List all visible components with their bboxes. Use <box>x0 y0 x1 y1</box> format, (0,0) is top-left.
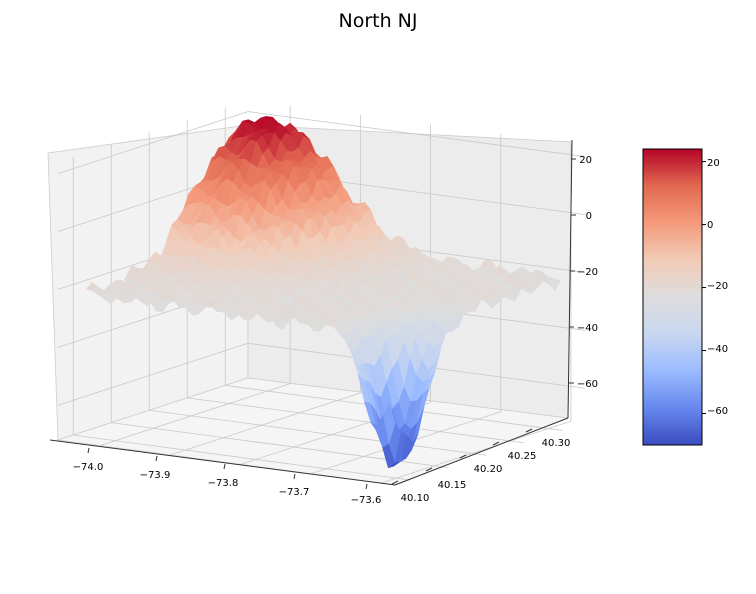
y-axis-line <box>394 417 569 486</box>
y-tick-label: 40.15 <box>438 480 467 491</box>
z-tick-label: 20 <box>579 155 592 166</box>
z-axis-line <box>567 139 573 419</box>
x-tick-label: −73.8 <box>208 478 239 489</box>
y-tick-label: 40.30 <box>542 438 571 449</box>
colorbar-tick-label: 20 <box>707 158 720 169</box>
y-tick <box>525 428 533 433</box>
x-tick-label: −73.9 <box>140 470 171 481</box>
x-tick-label: −74.0 <box>73 462 104 473</box>
colorbar-tick-label: −60 <box>707 406 728 417</box>
y-tick-label: 40.25 <box>508 451 537 462</box>
y-tick-label: 40.10 <box>401 493 430 504</box>
z-tick-label: −20 <box>577 267 598 278</box>
x-tick <box>293 473 296 480</box>
grid-line <box>187 397 525 444</box>
grid-line <box>247 111 586 157</box>
x-tick-label: −73.6 <box>351 495 382 506</box>
grid-line <box>57 111 249 174</box>
colorbar-fill <box>642 148 703 446</box>
y-tick-label: 40.20 <box>474 464 503 475</box>
grid-line <box>170 392 361 456</box>
y-tick <box>391 480 399 485</box>
x-axis-ticks: −74.0 −73.9 −73.8 −73.7 −73.6 <box>73 447 382 506</box>
colorbar: 20 0 −20 −40 −60 <box>642 148 728 446</box>
grid-line <box>57 342 249 406</box>
grid-line <box>100 383 291 447</box>
z-tick-label: −60 <box>577 379 598 390</box>
colorbar-ticks <box>702 161 706 415</box>
x-axis-line <box>49 439 396 486</box>
z-tick-label: 0 <box>586 211 592 222</box>
surface-patch <box>382 402 396 445</box>
grid-line <box>73 434 411 481</box>
colorbar-tick-label: −40 <box>707 344 728 355</box>
y-tick <box>459 454 467 459</box>
y-tick <box>492 441 500 446</box>
grid-line <box>149 409 487 456</box>
chart-title: North NJ <box>339 10 418 32</box>
z-tick-label: −40 <box>577 323 598 334</box>
y-tick <box>425 467 433 472</box>
grid-line <box>380 420 572 484</box>
x-tick <box>223 463 226 470</box>
x-tick <box>87 447 90 454</box>
y-axis-ticks: 40.10 40.15 40.20 40.25 40.30 <box>391 428 571 504</box>
colorbar-tick-label: −20 <box>707 281 728 292</box>
x-tick <box>155 455 158 462</box>
x-tick <box>365 483 368 490</box>
x-tick-label: −73.7 <box>279 487 310 498</box>
z-axis-ticks: 20 0 −20 −40 −60 <box>569 155 598 390</box>
surface-plot <box>85 115 561 469</box>
colorbar-tick-label: 0 <box>707 220 713 231</box>
